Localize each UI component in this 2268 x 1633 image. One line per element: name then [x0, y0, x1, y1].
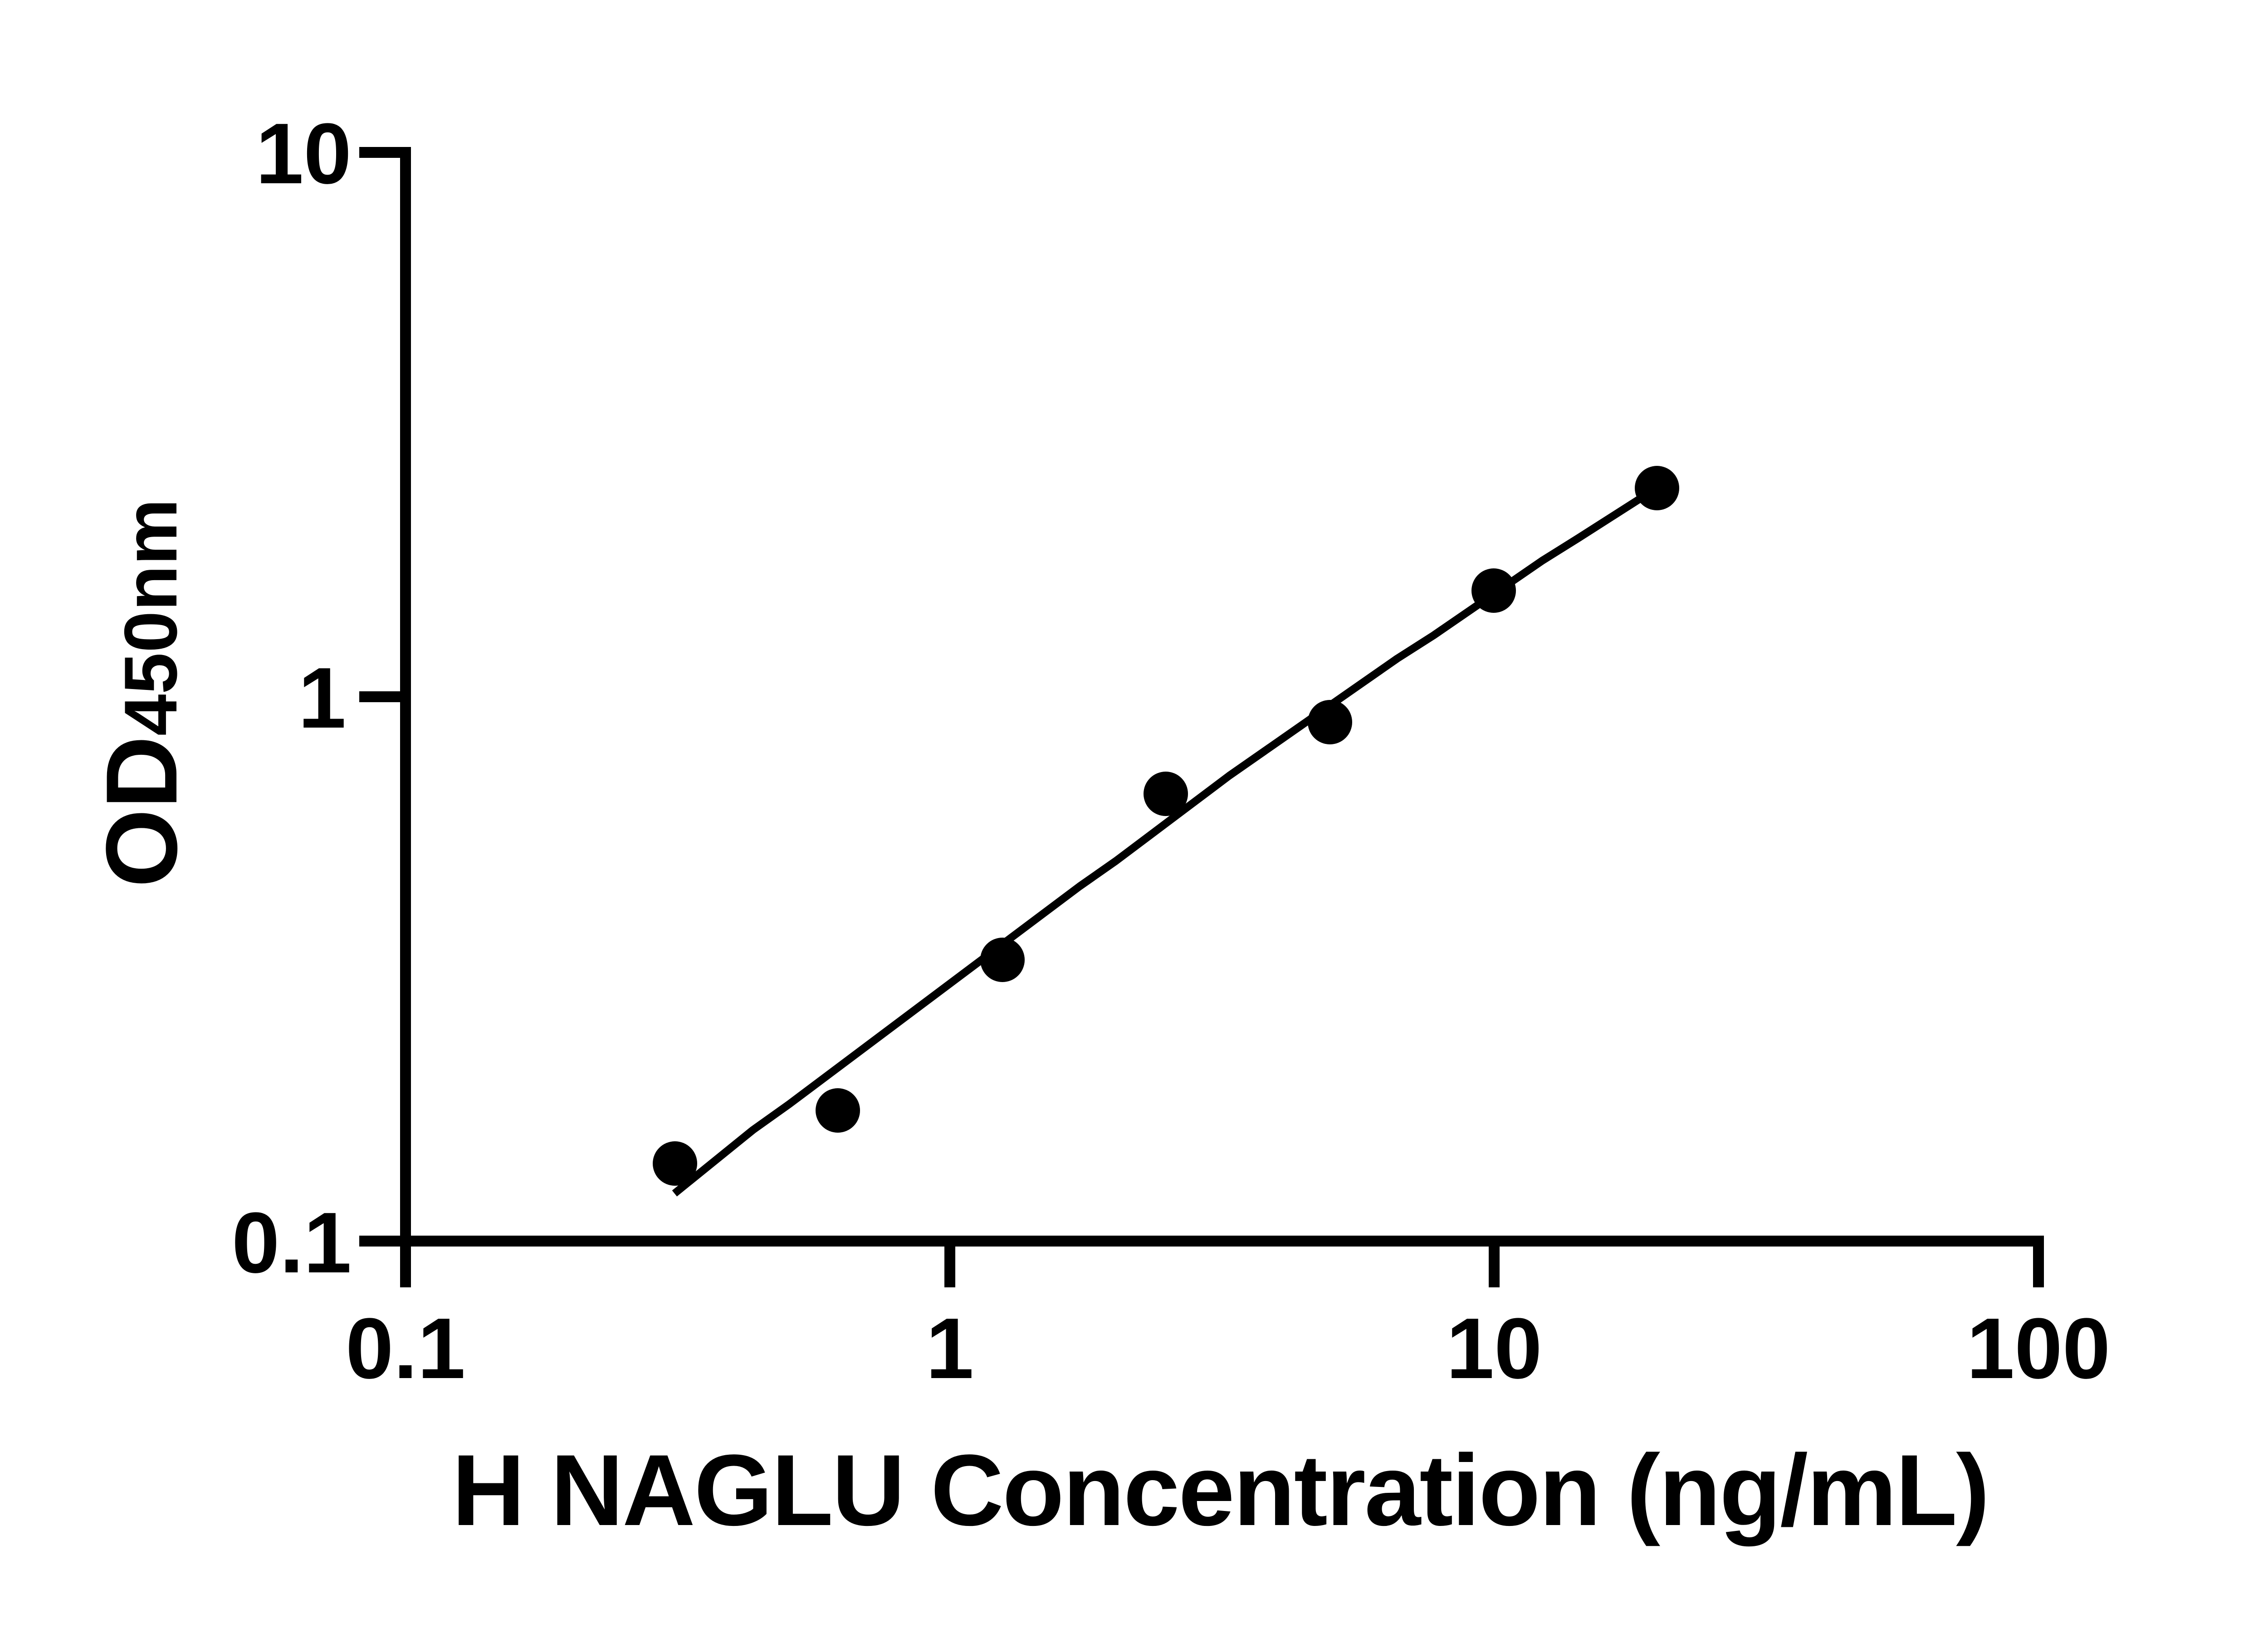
svg-text:100: 100: [1966, 1301, 2110, 1397]
svg-text:0.1: 0.1: [346, 1301, 465, 1397]
svg-text:1: 1: [926, 1301, 974, 1397]
svg-text:10: 10: [1446, 1301, 1542, 1397]
svg-text:1: 1: [298, 650, 346, 746]
svg-text:0.1: 0.1: [232, 1195, 352, 1291]
svg-text:H NAGLU Concentration (ng/mL): H NAGLU Concentration (ng/mL): [452, 1434, 1988, 1547]
svg-text:OD450nm: OD450nm: [85, 499, 198, 887]
svg-text:10: 10: [256, 106, 352, 202]
